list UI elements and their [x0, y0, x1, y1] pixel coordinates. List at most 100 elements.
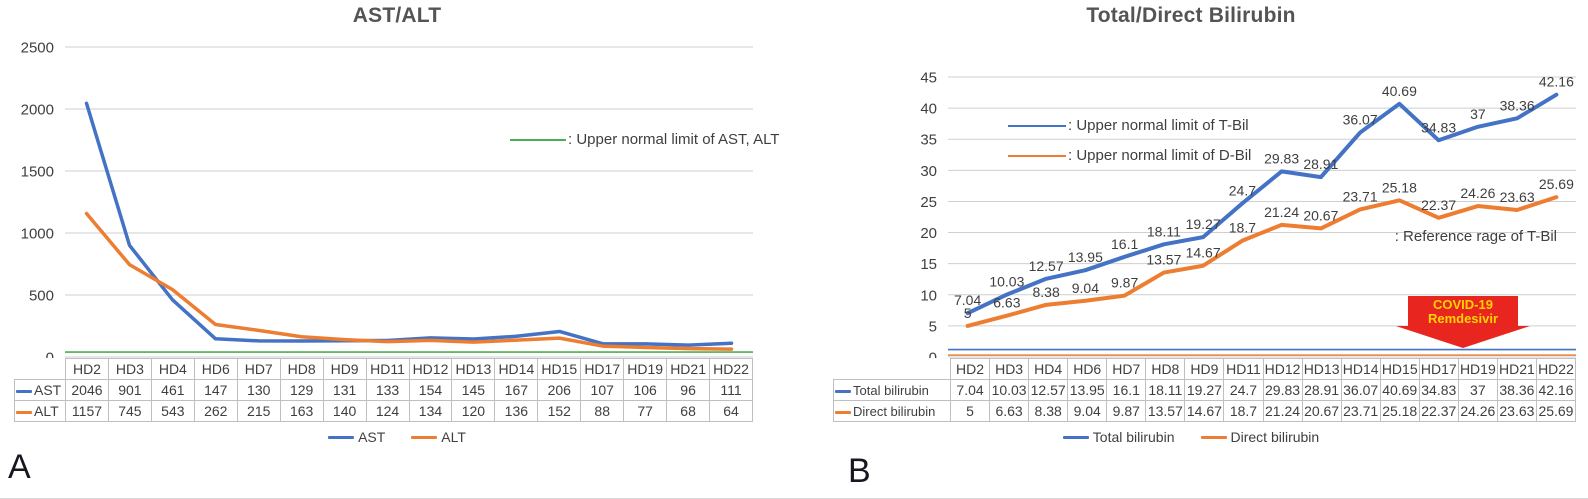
table-cell: 96: [666, 379, 711, 401]
table-cell: 167: [494, 379, 539, 401]
ref-line-legend-tbil: : Upper normal limit of T-Bil: [1008, 117, 1249, 134]
table-cell: 42.16: [1535, 379, 1577, 401]
column-header: HD17: [1418, 358, 1459, 380]
legend-line-icon: [1062, 435, 1089, 439]
table-cell: 120: [451, 400, 496, 422]
point-label: 25.18: [1382, 179, 1417, 195]
data-table-bilirubin: HD2 HD3 HD4 HD6 HD7 HD8 HD9 HD11 HD12 HD13 HD14 HD1…: [833, 358, 1577, 422]
column-header: HD8: [1145, 358, 1186, 380]
table-cell: 38.36: [1496, 379, 1537, 401]
table-cell: 12.57: [1028, 379, 1069, 401]
table-cell: 28.91: [1301, 379, 1342, 401]
table-cell: 133: [365, 379, 410, 401]
point-label: 20.67: [1303, 207, 1338, 223]
table-cell: 36.07: [1340, 379, 1381, 401]
table-corner: [15, 359, 66, 380]
table-cell: 262: [193, 400, 238, 422]
panel-a: AST/ALT 0 500 1000 1500 2000 2500 : Upper nor…: [8, 4, 779, 486]
table-cell: 13.95: [1067, 379, 1108, 401]
point-label: 24.7: [1229, 182, 1256, 198]
y-tick-label: 2500: [21, 40, 54, 57]
column-header: HD6: [193, 358, 238, 380]
green-ref-line-icon: [510, 138, 566, 141]
column-header: HD15: [1379, 358, 1420, 380]
series-swatch-icon: [835, 410, 851, 414]
column-header: HD19: [1457, 358, 1498, 380]
y-tick-label: 25: [920, 194, 937, 211]
point-label: 16.1: [1111, 236, 1138, 252]
column-header: HD21: [666, 358, 711, 380]
chart-b-legend: Total bilirubin Direct bilirubin: [794, 429, 1588, 445]
point-label: 23.71: [1343, 188, 1378, 204]
point-label: 12.57: [1029, 258, 1064, 274]
table-cell: 124: [365, 400, 410, 422]
callout-line-1: COVID-19: [1433, 297, 1493, 312]
row-label: AST: [14, 379, 66, 401]
table-cell: 10.03: [989, 379, 1030, 401]
chart-b-title: Total/Direct Bilirubin: [1086, 4, 1296, 27]
y-tick-label: 20: [920, 225, 937, 242]
table-cell: 8.38: [1028, 400, 1069, 422]
column-header: HD6: [1067, 358, 1108, 380]
table-cell: 140: [322, 400, 367, 422]
legend-label: ALT: [441, 429, 466, 445]
point-label: 22.37: [1421, 197, 1456, 213]
callout-line-2: Remdesivir: [1427, 311, 1499, 326]
chart-a-title: AST/ALT: [352, 4, 442, 27]
y-tick-label: 2000: [21, 102, 54, 119]
point-label: 13.95: [1068, 249, 1103, 265]
point-label: 38.36: [1500, 97, 1535, 113]
point-label: 24.26: [1460, 185, 1495, 201]
covid-remdesivir-callout: COVID-19 Remdesivir: [1396, 296, 1530, 348]
panel-b-letter: B: [848, 452, 871, 490]
table-cell: 111: [709, 379, 753, 401]
table-cell: 131: [322, 379, 367, 401]
series-swatch-icon: [16, 389, 32, 393]
point-label: 13.57: [1146, 252, 1181, 268]
point-label: 42.16: [1539, 74, 1574, 90]
point-label: 19.27: [1186, 216, 1221, 232]
table-cell: 25.69: [1535, 400, 1577, 422]
table-cell: 136: [494, 400, 539, 422]
table-cell: 88: [580, 400, 625, 422]
legend-line-icon: [1200, 435, 1227, 439]
point-label: 9.87: [1111, 275, 1138, 291]
column-header: HD9: [322, 358, 367, 380]
column-header: HD13: [451, 358, 496, 380]
column-header: HD14: [1340, 358, 1381, 380]
column-header: HD12: [1262, 358, 1303, 380]
table-cell: 134: [408, 400, 453, 422]
point-label: 37: [1470, 106, 1486, 122]
y-tick-label: 500: [29, 288, 54, 305]
series-swatch-icon: [16, 410, 32, 414]
point-label: 10.03: [989, 274, 1024, 290]
down-arrow-icon: [1396, 296, 1530, 348]
table-cell: 23.71: [1340, 400, 1381, 422]
point-label: 14.67: [1186, 245, 1221, 261]
point-label: 29.83: [1264, 150, 1299, 166]
table-cell: 461: [150, 379, 195, 401]
column-header: HD7: [1106, 358, 1147, 380]
blue-ref-line-icon: [1008, 124, 1066, 127]
point-label: 18.11: [1147, 223, 1181, 239]
reference-range-note: : Reference rage of T-Bil: [1394, 228, 1557, 245]
table-cell: 25.18: [1379, 400, 1420, 422]
table-cell: 7.04: [949, 379, 991, 401]
column-header: HD17: [580, 358, 625, 380]
column-header: HD2: [949, 358, 991, 380]
table-cell: 745: [107, 400, 152, 422]
point-label: 21.24: [1264, 204, 1299, 220]
table-cell: 163: [279, 400, 324, 422]
table-cell: 6.63: [989, 400, 1030, 422]
table-cell: 106: [623, 379, 668, 401]
table-cell: 37: [1457, 379, 1498, 401]
y-tick-label: 0: [929, 350, 937, 359]
panel-a-letter: A: [8, 448, 31, 486]
column-header: HD4: [150, 358, 195, 380]
table-cell: 1157: [65, 400, 109, 422]
legend-label: Direct bilirubin: [1230, 429, 1320, 445]
point-label: 28.91: [1303, 156, 1338, 172]
column-header: HD11: [1223, 358, 1264, 380]
table-cell: 24.7: [1223, 379, 1264, 401]
table-cell: 68: [666, 400, 711, 422]
